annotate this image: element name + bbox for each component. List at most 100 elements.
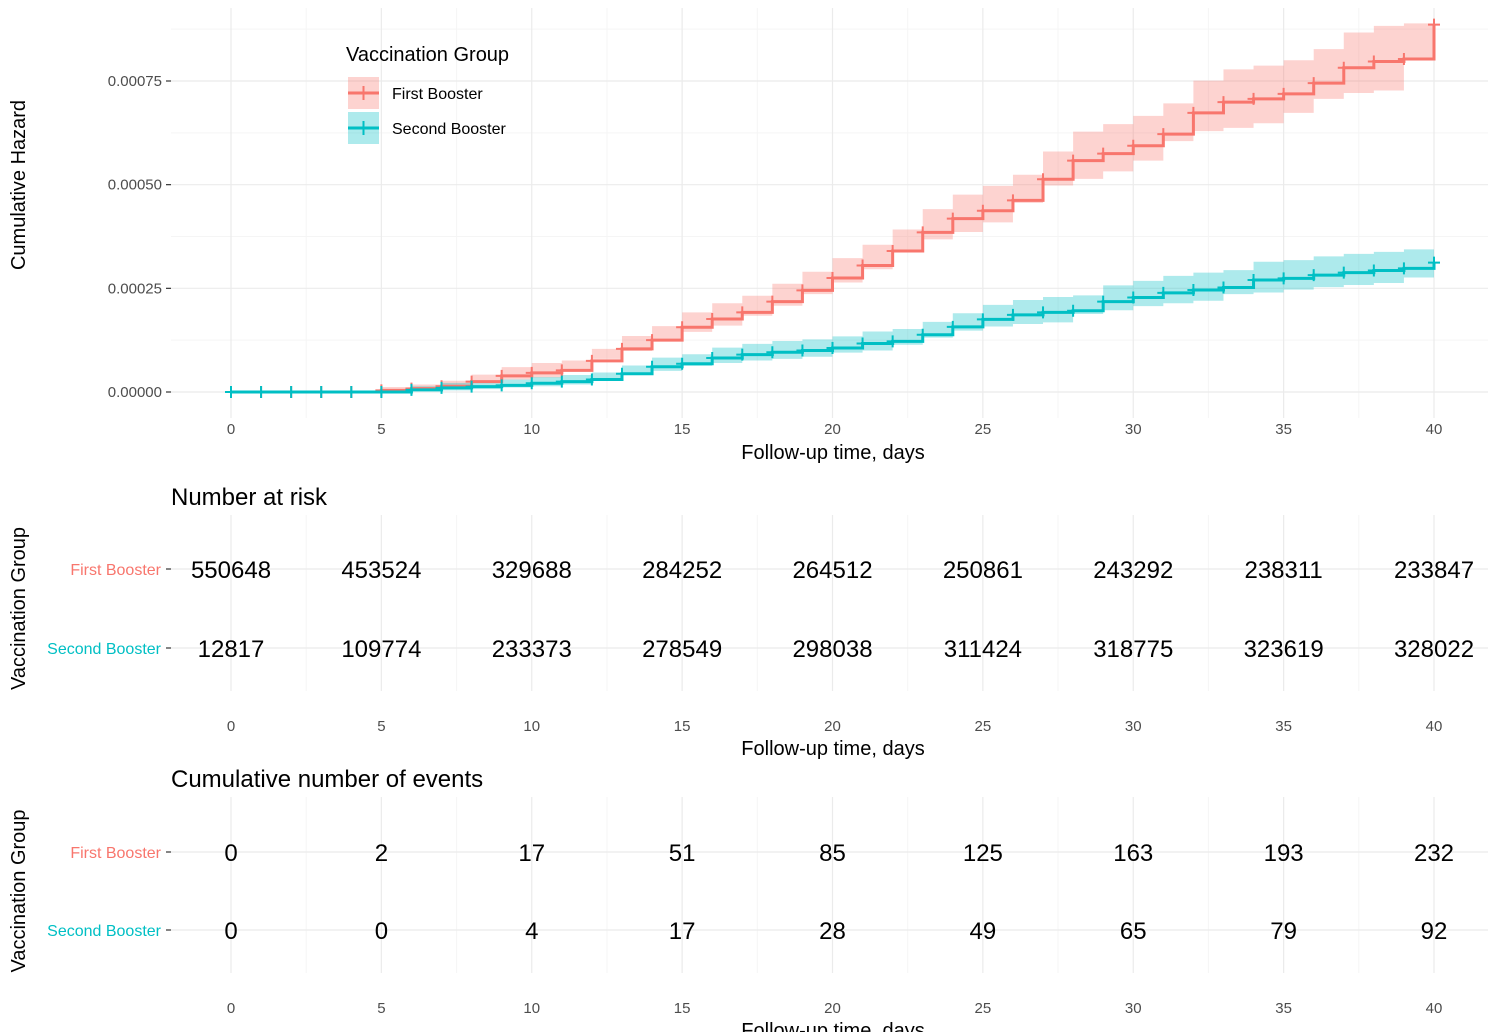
table-cell-value: 298038: [792, 636, 872, 663]
x-tick-label: 25: [975, 718, 992, 735]
table-cell-value: 163: [1113, 840, 1153, 867]
table-cell-value: 233847: [1394, 557, 1474, 584]
second-booster-censor-mark: [676, 357, 689, 370]
legend-label: Second Booster: [392, 121, 507, 138]
y-axis-title: Cumulative Hazard: [8, 100, 30, 270]
x-tick-label: 5: [377, 421, 385, 438]
first-booster-censor-mark: [1217, 96, 1230, 109]
second-booster-censor-mark: [946, 320, 959, 333]
x-tick-label: 0: [227, 1000, 235, 1017]
x-tick-label: 35: [1275, 1000, 1292, 1017]
second-booster-censor-mark: [375, 386, 388, 398]
second-booster-censor-mark: [1006, 308, 1019, 321]
second-booster-censor-mark: [435, 381, 448, 394]
table-cell-value: 284252: [642, 557, 722, 584]
table-gridlines: [171, 515, 1488, 691]
second-booster-censor-mark: [1037, 306, 1050, 319]
first-booster-censor-mark: [796, 284, 809, 297]
table-cell-value: 550648: [191, 557, 271, 584]
x-tick-label: 0: [227, 718, 235, 735]
second-booster-censor-mark: [796, 344, 809, 357]
first-booster-censor-mark: [1127, 139, 1140, 152]
table-cell-value: 85: [819, 840, 846, 867]
second-booster-censor-mark: [1157, 286, 1170, 299]
x-tick-label: 15: [674, 1000, 691, 1017]
second-booster-censor-mark: [315, 386, 328, 398]
first-booster-censor-mark: [1307, 77, 1320, 90]
table-cell-value: 79: [1270, 918, 1297, 945]
table-cell-value: 17: [518, 840, 545, 867]
second-booster-censor-mark: [525, 377, 538, 390]
first-booster-censor-mark: [1367, 55, 1380, 68]
second-booster-censor-mark: [225, 386, 237, 398]
cumulative-hazard-panel: 0.00000 0.00025 0.00050 0.00075 0 5 10 15 20 25 30…: [8, 8, 1488, 464]
table-cell-value: 329688: [492, 557, 572, 584]
table-cell-value: 243292: [1093, 557, 1173, 584]
table-cell-value: 233373: [492, 636, 572, 663]
y-tick-label: 0.00075: [108, 73, 162, 90]
x-tick-label: 15: [674, 421, 691, 438]
x-tick-label: 35: [1275, 718, 1292, 735]
first-booster-censor-mark: [946, 212, 959, 225]
x-tick-label: 0: [227, 421, 235, 438]
second-booster-censor-mark: [585, 373, 598, 386]
x-tick-label: 10: [523, 421, 540, 438]
second-booster-censor-mark: [1337, 266, 1350, 279]
first-booster-censor-mark: [916, 226, 929, 239]
table-cell-value: 17: [669, 918, 696, 945]
table-cell-value: 0: [224, 840, 237, 867]
table-cell-value: 65: [1120, 918, 1147, 945]
y-axis-title: Vaccination Group: [8, 809, 30, 972]
table-cell-value: 92: [1421, 918, 1448, 945]
first-booster-censor-mark: [1067, 154, 1080, 167]
cumulative-events-table: Cumulative number of events First Booster…: [8, 766, 1488, 1032]
first-booster-censor-mark: [1428, 18, 1440, 31]
first-booster-censor-mark: [706, 313, 719, 326]
table-cell-value: 0: [224, 918, 237, 945]
first-booster-censor-mark: [826, 271, 839, 284]
second-booster-censor-mark: [1097, 295, 1110, 308]
table-cell-value: 323619: [1244, 636, 1324, 663]
first-booster-censor-mark: [1337, 61, 1350, 74]
table-cell-value: 278549: [642, 636, 722, 663]
legend-label: First Booster: [392, 86, 483, 103]
second-booster-confidence-band: [231, 242, 1434, 392]
second-booster-censor-mark: [646, 360, 659, 373]
first-booster-censor-mark: [585, 354, 598, 367]
x-axis-title: Follow-up time, days: [741, 738, 924, 760]
number-at-risk-table: Number at risk First Booster 550648 453524 3…: [8, 484, 1488, 760]
second-booster-censor-mark: [706, 351, 719, 364]
second-booster-censor-mark: [766, 346, 779, 359]
x-tick-label: 40: [1426, 1000, 1443, 1017]
x-tick-label: 25: [975, 421, 992, 438]
second-booster-censor-mark: [826, 342, 839, 355]
y-axis-title: Vaccination Group: [8, 527, 30, 690]
second-booster-censor-mark: [976, 313, 989, 326]
x-tick-label: 10: [523, 1000, 540, 1017]
second-booster-censor-mark: [1277, 272, 1290, 285]
table-cell-value: 193: [1264, 840, 1304, 867]
y-tick-label: 0.00050: [108, 177, 162, 194]
x-tick-label: 10: [523, 718, 540, 735]
row-label: First Booster: [70, 562, 161, 579]
x-tick-label: 15: [674, 718, 691, 735]
x-tick-label: 5: [377, 718, 385, 735]
second-booster-censor-mark: [856, 337, 869, 350]
first-booster-censor-mark: [615, 342, 628, 355]
second-booster-censor-mark: [1127, 291, 1140, 304]
second-booster-censor-mark: [1428, 256, 1440, 269]
table-cell-value: 318775: [1093, 636, 1173, 663]
first-booster-censor-mark: [1097, 147, 1110, 160]
table-cell-value: 4: [525, 918, 538, 945]
second-booster-censor-mark: [465, 380, 478, 393]
table-cell-value: 453524: [341, 557, 421, 584]
first-booster-censor-mark: [555, 364, 568, 377]
second-booster-censor-mark: [555, 375, 568, 388]
table-cell-value: 28: [819, 918, 846, 945]
first-booster-censor-mark: [1397, 53, 1410, 66]
x-tick-label: 5: [377, 1000, 385, 1017]
x-tick-label: 20: [824, 421, 841, 438]
second-booster-censor-mark: [1367, 264, 1380, 277]
first-booster-censor-mark: [676, 321, 689, 334]
first-booster-censor-mark: [1006, 194, 1019, 207]
